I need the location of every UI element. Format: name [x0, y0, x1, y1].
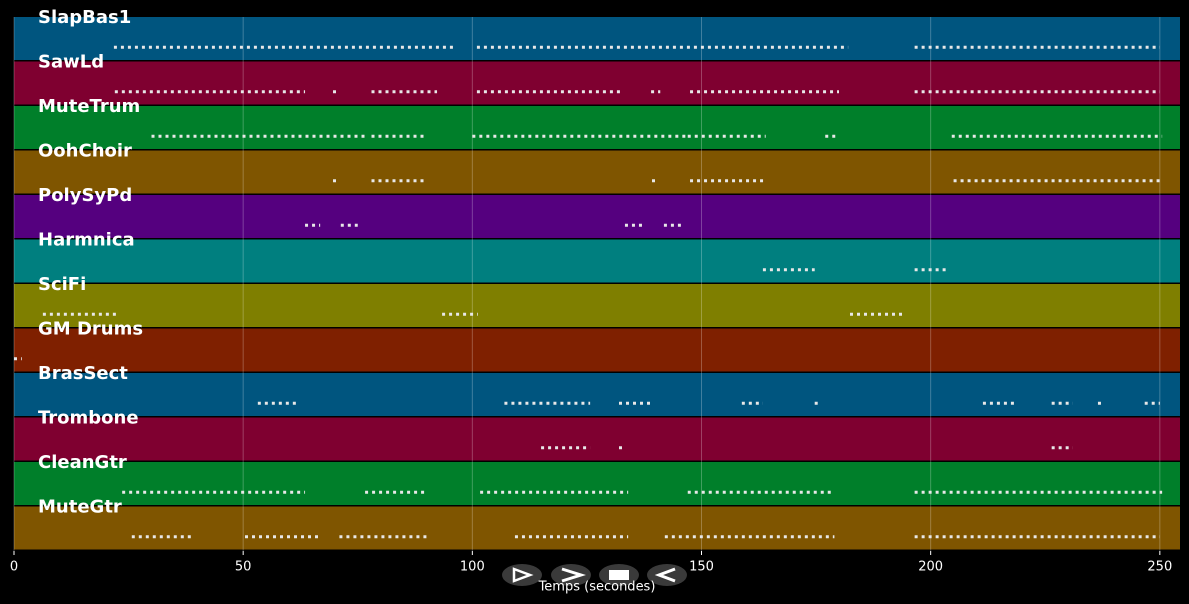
track-lane [14, 17, 1180, 60]
play-icon [512, 567, 534, 583]
track-label: BrasSect [38, 363, 128, 384]
x-tick-label: 0 [10, 560, 18, 575]
forward-button[interactable] [551, 564, 591, 586]
x-tick-label: 250 [1147, 560, 1172, 575]
track-label: Harmnica [38, 230, 135, 251]
track-lane [14, 373, 1180, 416]
track-lane [14, 61, 1180, 105]
x-tick-label: 100 [460, 560, 485, 575]
track-lane [14, 284, 1180, 327]
x-tick-label: 50 [235, 560, 252, 575]
track-label: CleanGtr [38, 452, 127, 473]
x-tick-label: 200 [918, 560, 943, 575]
track-lane [14, 417, 1180, 461]
track-lane [14, 239, 1180, 283]
track-lane [14, 150, 1180, 194]
x-tick-label: 150 [689, 560, 714, 575]
track-label: OohChoir [38, 141, 132, 162]
stop-icon [609, 570, 629, 580]
track-lane [14, 328, 1180, 372]
track-label: MuteGtr [38, 497, 122, 518]
back-button[interactable] [647, 564, 687, 586]
track-label: GM Drums [38, 319, 143, 340]
tracks-layer: SlapBas1 SawLd MuteTrum OohChoir PolySyPd Har… [10, 7, 1180, 575]
track-label: PolySyPd [38, 185, 132, 206]
play-button[interactable] [502, 564, 542, 586]
back-icon [654, 567, 676, 583]
track-label: SlapBas1 [38, 7, 131, 28]
track-label: SciFi [38, 274, 86, 295]
track-lane [14, 106, 1180, 149]
controls [502, 564, 687, 586]
x-axis-label: Temps (secondes) [538, 580, 656, 595]
forward-icon [561, 567, 586, 583]
track-lane [14, 506, 1180, 550]
track-lane [14, 462, 1180, 505]
track-lane [14, 195, 1180, 238]
track-label: MuteTrum [38, 96, 140, 117]
track-label: Trombone [38, 408, 139, 429]
track-label: SawLd [38, 52, 104, 73]
